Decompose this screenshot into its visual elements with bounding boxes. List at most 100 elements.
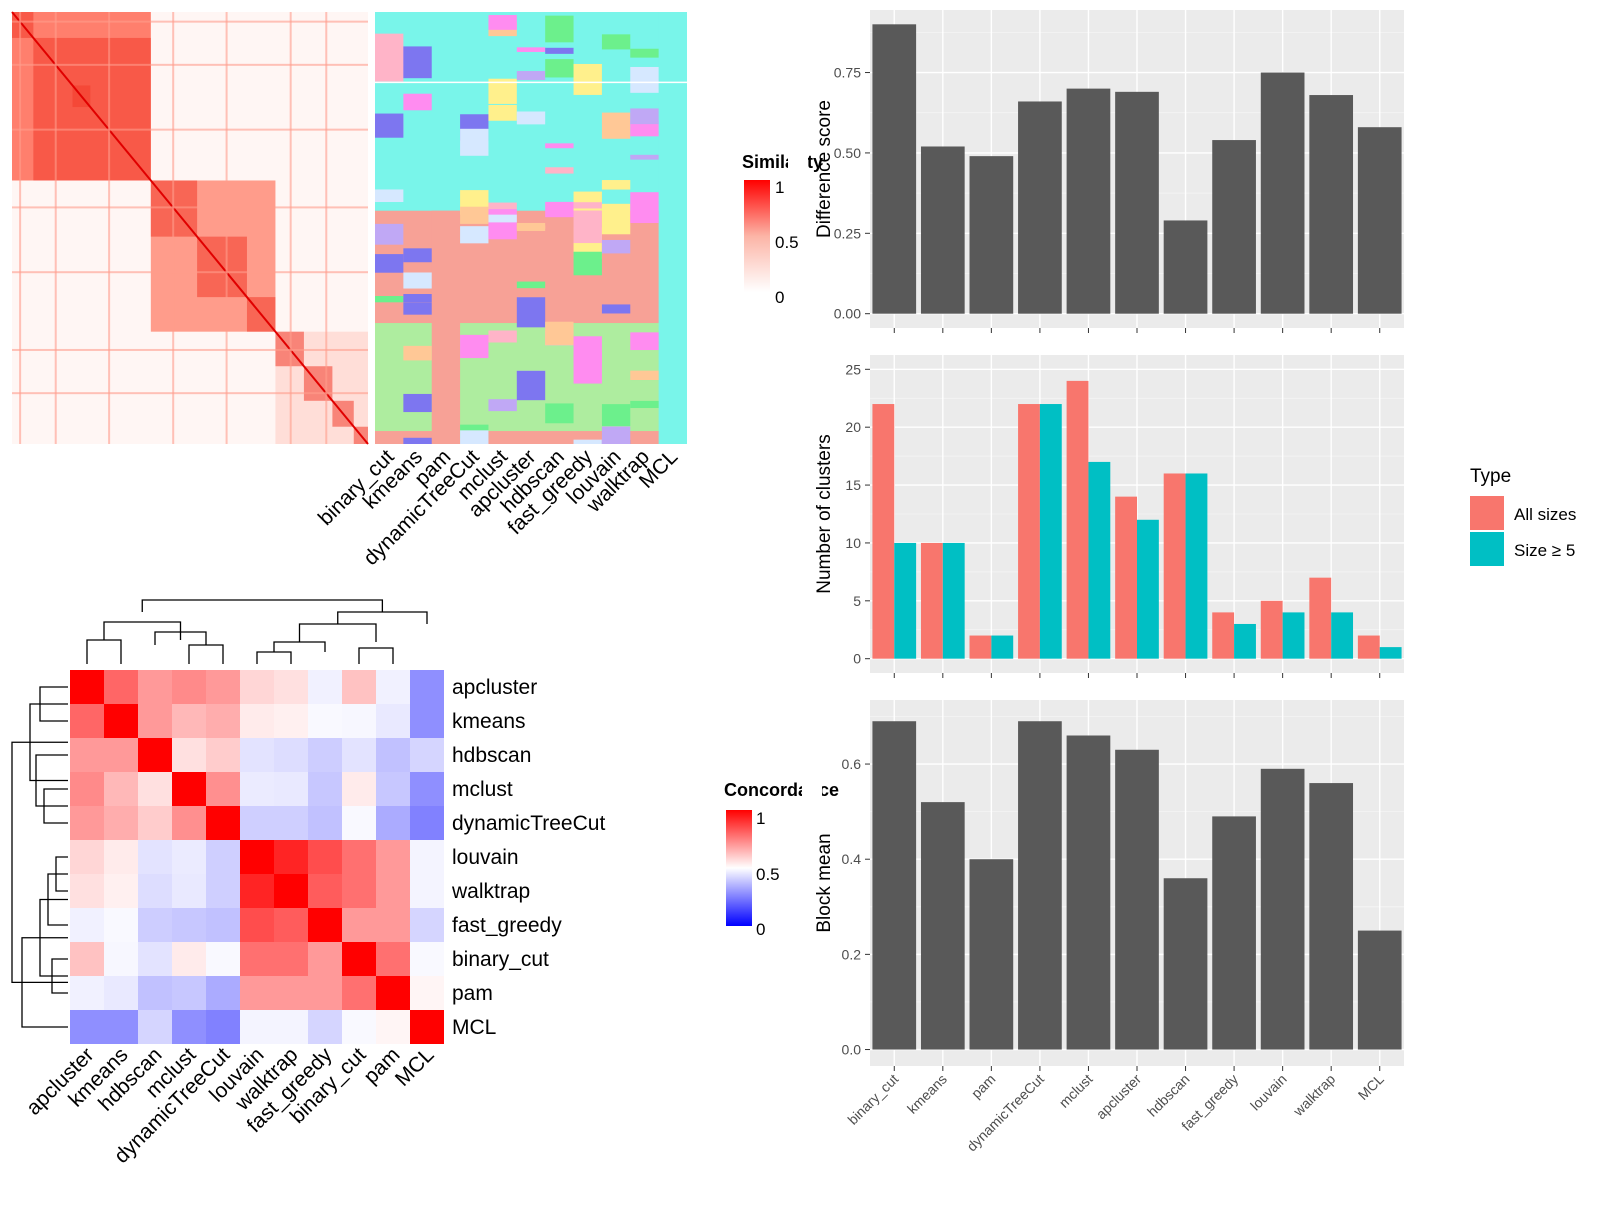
y-tick-label: 0.4: [842, 851, 862, 867]
bar-panel-1: 0 5 10 15 20 25 Number of clusters: [814, 355, 1404, 678]
concordance-cell-4-1: [104, 806, 138, 840]
concordance-cell-6-3: [172, 874, 206, 908]
x-tick-label-apcluster: apcluster: [1093, 1071, 1145, 1123]
bar-louvain-0: [1260, 600, 1283, 659]
similarity-stripe: [108, 12, 111, 444]
concordance-cell-8-1: [104, 942, 138, 976]
assignment-segment: [375, 254, 404, 273]
x-tick-label-kmeans: kmeans: [904, 1071, 950, 1117]
concordance-cell-8-2: [138, 942, 172, 976]
legend-swatch-size-5: [1470, 532, 1504, 566]
concordance-cell-3-5: [240, 772, 274, 806]
concordance-cell-5-1: [104, 840, 138, 874]
row-label-dynamicTreeCut: dynamicTreeCut: [452, 812, 605, 835]
assignment-segment: [630, 154, 659, 160]
concordance-row-labels: apcluster kmeans hdbscan mclust dynamicTreeC…: [451, 676, 605, 1039]
y-axis-label: Difference score: [814, 100, 835, 238]
assignment-segment: [601, 34, 631, 50]
y-tick-label: 10: [845, 535, 861, 551]
assignment-segment: [630, 400, 659, 409]
concordance-cell-9-0: [70, 976, 104, 1010]
similarity-stripe: [12, 63, 368, 66]
assignment-segment: [601, 112, 631, 139]
dendrogram-branch: [11, 741, 68, 984]
assignment-segment: [516, 71, 546, 80]
y-tick-label: 0.00: [834, 306, 861, 322]
bar-kmeans: [920, 802, 965, 1050]
assignment-segment: [545, 143, 574, 149]
assignment-segment: [630, 192, 659, 224]
concordance-cell-6-8: [342, 874, 376, 908]
concordance-cell-10-3: [172, 1010, 206, 1044]
concordance-cell-0-4: [206, 670, 240, 704]
bar-apcluster: [1115, 749, 1159, 1050]
similarity-stripe: [325, 12, 328, 444]
concordance-cell-5-6: [274, 840, 308, 874]
bar-mclust: [1066, 735, 1111, 1050]
concordance-cell-3-1: [104, 772, 138, 806]
bar-dynamicTreeCut: [1018, 101, 1062, 314]
concordance-cell-7-8: [342, 908, 376, 942]
similarity-tick-05: 0.5: [775, 233, 799, 252]
assignment-segment: [601, 180, 631, 190]
row-label-binary_cut: binary_cut: [452, 948, 549, 971]
concordance-cell-0-5: [240, 670, 274, 704]
concordance-cell-1-2: [138, 704, 172, 738]
concordance-cell-3-0: [70, 772, 104, 806]
assignment-segment: [460, 430, 489, 444]
assignment-segment: [545, 167, 574, 174]
assignment-segment: [403, 93, 432, 111]
bar-MCL: [1357, 127, 1402, 314]
bar-walktrap: [1309, 95, 1354, 314]
y-tick-label: 25: [845, 361, 861, 377]
concordance-cell-6-9: [376, 874, 410, 908]
assignment-segment: [403, 393, 432, 413]
assignment-segment: [460, 334, 489, 359]
concordance-tick-0: 0: [756, 920, 765, 939]
concordance-cell-3-10: [410, 772, 444, 806]
concordance-cell-5-3: [172, 840, 206, 874]
assignment-segment: [630, 370, 659, 381]
concordance-cell-7-7: [308, 908, 342, 942]
dendrogram-branch: [86, 639, 122, 664]
concordance-cell-2-3: [172, 738, 206, 772]
row-label-kmeans: kmeans: [452, 710, 526, 733]
concordance-cell-5-8: [342, 840, 376, 874]
bar-walktrap-0: [1309, 577, 1332, 659]
similarity-stripe: [12, 20, 368, 23]
bar-mclust: [1066, 88, 1111, 314]
concordance-cell-9-10: [410, 976, 444, 1010]
concordance-cell-4-9: [376, 806, 410, 840]
dendrogram-branch: [298, 623, 377, 642]
similarity-colorbar: [744, 180, 770, 292]
bar-pam-0: [969, 635, 992, 659]
assignment-segment: [403, 294, 432, 303]
dendrogram-branch: [256, 651, 292, 664]
assignment-segment: [601, 426, 631, 444]
concordance-cell-2-10: [410, 738, 444, 772]
concordance-cell-2-5: [240, 738, 274, 772]
y-tick-label: 0.6: [842, 756, 862, 772]
bar-apcluster: [1115, 91, 1159, 314]
assignment-segment: [516, 297, 546, 328]
concordance-cell-8-10: [410, 942, 444, 976]
assignment-segment: [488, 104, 517, 121]
assignment-segment: [460, 128, 489, 156]
assignment-segment: [403, 437, 432, 444]
concordance-cell-0-0: [70, 670, 104, 704]
bar-MCL-1: [1379, 647, 1402, 659]
concordance-cell-2-7: [308, 738, 342, 772]
concordance-heatmap: [70, 670, 444, 1044]
concordance-cell-9-7: [308, 976, 342, 1010]
concordance-cell-9-6: [274, 976, 308, 1010]
assignment-segment: [630, 48, 659, 58]
bar-fast_greedy: [1212, 816, 1256, 1050]
bar-dynamicTreeCut-0: [1018, 404, 1040, 659]
similarity-diagonal: [11, 11, 369, 445]
bar-dynamicTreeCut-1: [1039, 404, 1062, 659]
concordance-cell-6-4: [206, 874, 240, 908]
bar-apcluster-1: [1137, 519, 1159, 659]
concordance-tick-05: 0.5: [756, 865, 780, 884]
similarity-legend-title: Similarity: [742, 152, 823, 172]
bar-mclust-1: [1088, 461, 1111, 659]
